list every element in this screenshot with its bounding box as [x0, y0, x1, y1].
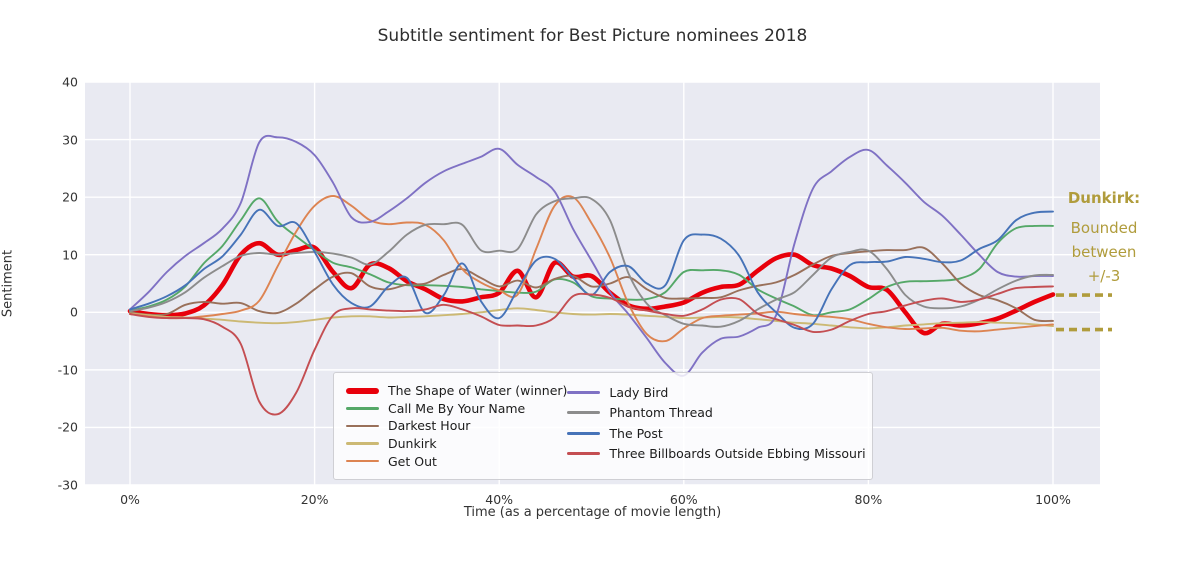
legend-item-call-me-by-your-name: Call Me By Your Name [346, 400, 567, 418]
y-tick-label: 0 [70, 304, 78, 320]
legend: The Shape of Water (winner) Call Me By Yo… [333, 372, 873, 480]
x-tick-label: 20% [300, 492, 329, 507]
y-tick-label: -20 [57, 419, 78, 435]
legend-label: The Post [609, 425, 663, 441]
dunkirk-annotation: Dunkirk: Bounded between +/-3 [1060, 186, 1148, 288]
series-line-dunkirk [129, 307, 1054, 330]
legend-swatch-darkest-hour [346, 424, 379, 428]
legend-label: Call Me By Your Name [388, 400, 526, 416]
legend-item-the-post: The Post [567, 423, 865, 444]
legend-item-lady-bird: Lady Bird [567, 382, 865, 403]
legend-swatch-the-post [567, 431, 601, 435]
annotation-heading: Dunkirk: [1067, 189, 1141, 207]
legend-label: Get Out [388, 453, 437, 469]
legend-swatch-three-billboards-outside-ebbing-missouri [567, 452, 601, 456]
y-tick-label: -10 [57, 362, 78, 378]
annotation-line: between [1071, 243, 1137, 261]
legend-item-get-out: Get Out [346, 452, 567, 470]
legend-label: Three Billboards Outside Ebbing Missouri [609, 446, 866, 462]
legend-label: Lady Bird [609, 384, 669, 400]
legend-swatch-call-me-by-your-name [346, 407, 379, 410]
legend-swatch-get-out [346, 459, 379, 463]
series-line-lady-bird [129, 134, 1054, 377]
x-axis-label: Time (as a percentage of movie length) [463, 505, 722, 520]
legend-item-phantom-thread: Phantom Thread [567, 403, 865, 424]
x-tick-label: 60% [669, 492, 698, 507]
legend-swatch-lady-bird [567, 390, 601, 394]
legend-item-darkest-hour: Darkest Hour [346, 417, 567, 435]
legend-label: Darkest Hour [388, 418, 471, 434]
y-tick-label: 10 [62, 247, 78, 263]
y-tick-label: 30 [62, 132, 78, 148]
x-tick-label: 80% [854, 492, 883, 507]
series-line-darkest-hour [129, 246, 1054, 323]
chart-title: Subtitle sentiment for Best Picture nomi… [377, 26, 808, 46]
legend-label: The Shape of Water (winner) [388, 383, 568, 399]
legend-swatch-the-shape-of-water-winner [346, 388, 379, 394]
legend-label: Phantom Thread [609, 405, 713, 421]
x-tick-label: 100% [1035, 492, 1071, 507]
series-line-get-out [129, 195, 1054, 343]
y-tick-label: 20 [62, 189, 78, 205]
x-tick-label: 40% [485, 492, 514, 507]
series-line-phantom-thread [129, 196, 1054, 328]
y-axis-label: Sentiment [0, 249, 16, 318]
y-tick-label: -30 [57, 477, 78, 493]
legend-column-2: Lady Bird Phantom Thread The Post Three Bil… [567, 382, 866, 470]
series-line-three-billboards-outside-ebbing-missouri [129, 285, 1054, 416]
legend-item-three-billboards-outside-ebbing-missouri: Three Billboards Outside Ebbing Missouri [567, 444, 866, 465]
legend-swatch-dunkirk [346, 442, 379, 445]
legend-swatch-phantom-thread [567, 411, 601, 415]
legend-column-1: The Shape of Water (winner) Call Me By Yo… [346, 382, 567, 470]
legend-item-dunkirk: Dunkirk [346, 435, 567, 453]
x-tick-label: 0% [120, 492, 140, 507]
annotation-line: +/-3 [1087, 267, 1121, 285]
legend-label: Dunkirk [388, 436, 437, 452]
legend-item-the-shape-of-water-winner: The Shape of Water (winner) [346, 382, 567, 400]
y-tick-label: 40 [62, 74, 78, 90]
annotation-line: Bounded [1070, 219, 1138, 237]
